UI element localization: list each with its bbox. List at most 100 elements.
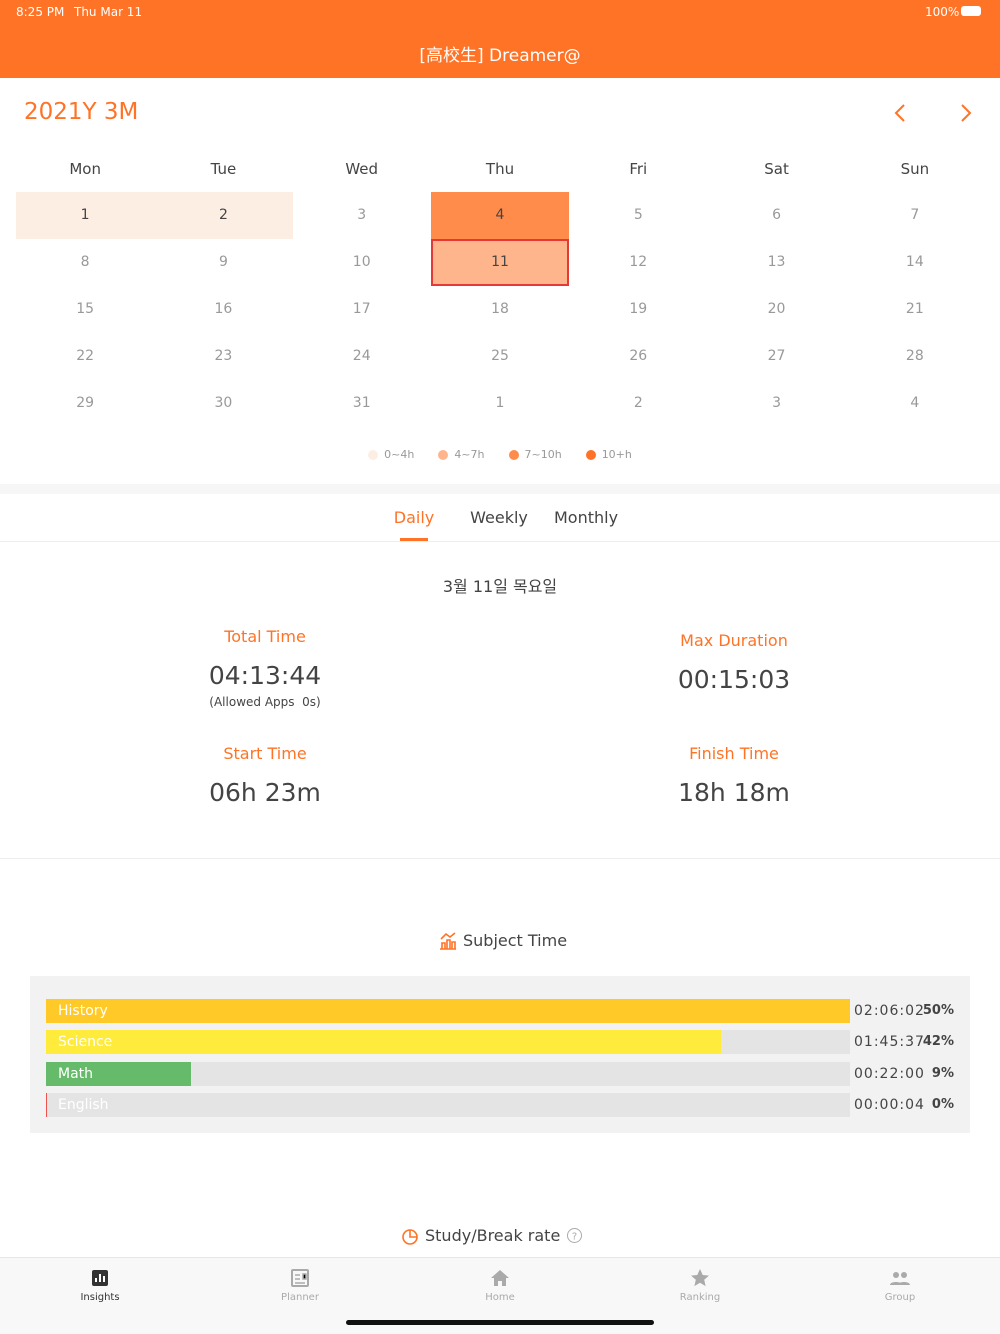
tab[interactable]: Daily — [393, 508, 435, 527]
day-label[interactable]: 17 — [352, 301, 371, 317]
day-label[interactable]: 19 — [629, 301, 648, 317]
day-label[interactable]: 6 — [772, 207, 782, 223]
day-label[interactable]: 26 — [629, 348, 648, 364]
status-date: Thu Mar 11 — [74, 5, 143, 19]
bar — [46, 1061, 191, 1086]
legend-item: 4~7h — [438, 448, 485, 461]
next-month[interactable] — [961, 104, 972, 122]
tab-icon[interactable] — [689, 1267, 711, 1289]
svg-text:?: ? — [572, 1232, 577, 1243]
day-label[interactable]: 27 — [767, 348, 786, 364]
day-label[interactable]: 24 — [352, 348, 371, 364]
day-label[interactable]: 9 — [218, 254, 228, 270]
help-icon[interactable]: ? — [566, 1227, 583, 1244]
bar-track — [46, 1092, 850, 1117]
subject-percent: 9% — [931, 1065, 954, 1081]
stat-value: 04:13:44 — [208, 661, 322, 690]
day-label[interactable]: 31 — [352, 395, 371, 411]
day-label[interactable]: 2 — [218, 207, 228, 223]
legend-label: 7~10h — [524, 448, 562, 461]
daily-date: 3월 11일 목요일 — [442, 577, 558, 596]
day-label[interactable]: 1 — [80, 207, 90, 223]
day-label[interactable]: 10 — [352, 254, 371, 270]
tab-icon[interactable] — [889, 1267, 911, 1289]
day-label[interactable]: 3 — [772, 395, 782, 411]
legend-dot — [508, 449, 519, 460]
legend-label: 0~4h — [384, 448, 415, 461]
day-label[interactable]: 5 — [633, 207, 643, 223]
tab-bar-label[interactable]: Ranking — [679, 1292, 721, 1303]
tab-icon[interactable] — [289, 1267, 311, 1289]
day-label[interactable]: 3 — [357, 207, 367, 223]
day-cell[interactable] — [430, 239, 570, 286]
weekday: Tue — [210, 160, 237, 178]
tab-bar-label[interactable]: Insights — [80, 1292, 120, 1303]
day-label[interactable]: 20 — [767, 301, 786, 317]
tab-icon[interactable] — [489, 1267, 511, 1289]
tab-bar-label[interactable]: Home — [485, 1292, 515, 1303]
day-label[interactable]: 30 — [214, 395, 233, 411]
subject-icon — [440, 932, 456, 950]
subject-time: 00:00:04 — [854, 1096, 925, 1113]
day-label[interactable]: 13 — [767, 254, 786, 270]
tab-bar-label[interactable]: Planner — [281, 1292, 319, 1303]
day-label[interactable]: 4 — [910, 395, 920, 411]
day-label[interactable]: 29 — [76, 395, 95, 411]
header-bar — [0, 0, 1000, 78]
day-label[interactable]: 7 — [910, 207, 920, 223]
subject-time: 02:06:02 — [854, 1003, 925, 1019]
subject-percent: 0% — [931, 1096, 954, 1112]
header-title: [高校生] Dreamer@ — [419, 46, 581, 66]
day-label[interactable]: 1 — [495, 395, 505, 411]
day-label[interactable]: 8 — [80, 254, 90, 270]
rate-icon — [402, 1229, 418, 1245]
prev-month[interactable] — [894, 104, 905, 122]
bar — [46, 1030, 722, 1055]
day-label[interactable]: 15 — [76, 301, 95, 317]
day-cell[interactable] — [154, 192, 293, 239]
day-label[interactable]: 2 — [633, 395, 643, 411]
legend-dot — [368, 449, 379, 460]
day-label[interactable]: 25 — [491, 348, 509, 364]
stat-label: Start Time — [223, 744, 307, 763]
day-label[interactable]: 22 — [76, 348, 95, 364]
divider — [0, 858, 1000, 859]
home-indicator — [346, 1320, 654, 1325]
legend-dot — [585, 449, 596, 460]
subject-time: 00:22:00 — [854, 1065, 925, 1082]
legend: 0~4h 4~7h 7~10h 10+h — [0, 448, 1000, 461]
tab[interactable]: Weekly — [470, 508, 528, 527]
day-label[interactable]: 12 — [629, 254, 648, 270]
day-label[interactable]: 4 — [495, 207, 505, 223]
divider — [0, 484, 1000, 494]
day-label[interactable]: 18 — [491, 301, 509, 317]
status-time: 8:25 PM — [16, 5, 65, 19]
battery-icon — [961, 6, 981, 16]
subject-percent: 42% — [922, 1034, 954, 1050]
weekday: Mon — [69, 160, 101, 178]
stat-label: Finish Time — [689, 744, 779, 763]
weekday: Wed — [345, 160, 379, 178]
day-cell[interactable] — [16, 192, 155, 239]
day-label[interactable]: 16 — [214, 301, 233, 317]
day-cell[interactable] — [430, 192, 570, 239]
rate-title: Study/Break rate — [425, 1226, 561, 1245]
legend-label: 4~7h — [454, 448, 485, 461]
day-label[interactable]: 28 — [905, 348, 924, 364]
legend-item: 7~10h — [508, 448, 562, 461]
tab-bar-label[interactable]: Group — [884, 1292, 916, 1303]
subject-title: Subject Time — [463, 931, 568, 950]
battery-text: 100% — [925, 5, 960, 19]
day-label[interactable]: 14 — [905, 254, 924, 270]
day-label[interactable]: 11 — [491, 254, 509, 270]
legend-label: 10+h — [601, 448, 632, 461]
tab-icon[interactable] — [89, 1267, 111, 1289]
tab-underline — [400, 538, 428, 541]
day-label[interactable]: 21 — [905, 301, 924, 317]
bar — [46, 1092, 47, 1117]
stat-label: Max Duration — [680, 631, 788, 650]
tab[interactable]: Monthly — [553, 508, 619, 527]
month-nav[interactable] — [890, 102, 980, 124]
day-label[interactable]: 23 — [214, 348, 233, 364]
